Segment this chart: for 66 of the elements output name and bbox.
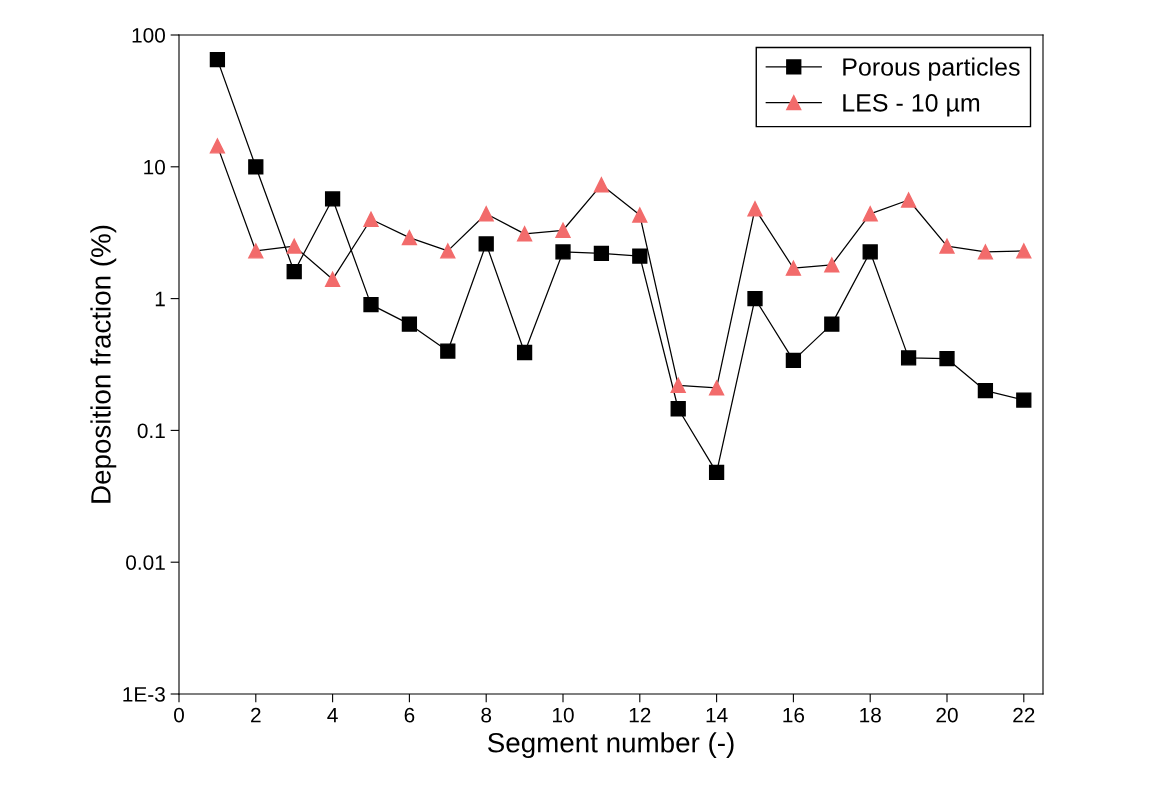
point	[939, 238, 955, 254]
x-tick-label: 12	[629, 707, 651, 723]
y-tick-label: 1	[155, 291, 165, 307]
point	[900, 350, 917, 366]
point	[363, 296, 379, 313]
point	[977, 244, 994, 260]
point	[977, 383, 994, 399]
x-tick-label: 18	[860, 707, 881, 723]
point	[824, 316, 840, 332]
point	[593, 177, 610, 193]
x-tick-label: 2	[251, 707, 261, 723]
x-axis-title: Segment number (-)	[488, 732, 734, 759]
point	[209, 138, 226, 154]
x-tick-label: 10	[553, 707, 574, 723]
point	[555, 244, 571, 260]
point	[440, 243, 456, 259]
x-tick-label: 8	[481, 707, 492, 723]
point	[632, 207, 648, 223]
point	[286, 238, 302, 254]
point	[862, 206, 878, 222]
y-tick-label: 0.01	[126, 555, 165, 570]
point	[747, 201, 763, 217]
x-tick-label: 4	[327, 707, 338, 723]
point	[632, 248, 648, 264]
point	[862, 244, 878, 260]
point	[747, 290, 763, 307]
point	[401, 230, 418, 246]
y-tick-label: 10	[144, 159, 165, 175]
point	[670, 401, 686, 417]
point	[939, 351, 955, 367]
point	[785, 352, 802, 368]
point	[1016, 243, 1032, 259]
point	[900, 192, 917, 208]
point	[401, 316, 418, 332]
point	[1016, 392, 1032, 408]
point	[324, 271, 341, 287]
y-tick-label: 1E-3	[123, 687, 165, 702]
point	[555, 222, 571, 238]
legend-label: LES - 10 µm	[843, 93, 980, 117]
point	[209, 52, 226, 68]
legend-label: Porous particles	[843, 57, 1020, 81]
x-tick-label: 16	[783, 707, 805, 723]
point	[248, 159, 264, 175]
point	[670, 377, 686, 393]
point	[286, 264, 302, 280]
y-tick-label: 100	[132, 28, 165, 43]
point	[516, 344, 533, 361]
point	[324, 191, 341, 207]
point	[708, 380, 725, 396]
point	[785, 260, 802, 276]
point	[708, 464, 725, 481]
x-tick-label: 14	[706, 707, 728, 723]
point	[824, 257, 840, 273]
x-tick-label: 6	[404, 707, 415, 723]
y-tick-label: 0.1	[137, 423, 165, 439]
x-tick-label: 22	[1013, 707, 1035, 723]
point	[440, 343, 456, 359]
point	[363, 211, 379, 227]
point	[593, 245, 610, 262]
x-tick-label: 0	[174, 707, 184, 723]
point	[516, 226, 533, 242]
point	[478, 236, 494, 252]
point	[478, 206, 494, 222]
x-tick-label: 20	[936, 707, 958, 723]
y-axis-title: Deposition fraction (%)	[90, 225, 117, 503]
point	[248, 243, 264, 259]
